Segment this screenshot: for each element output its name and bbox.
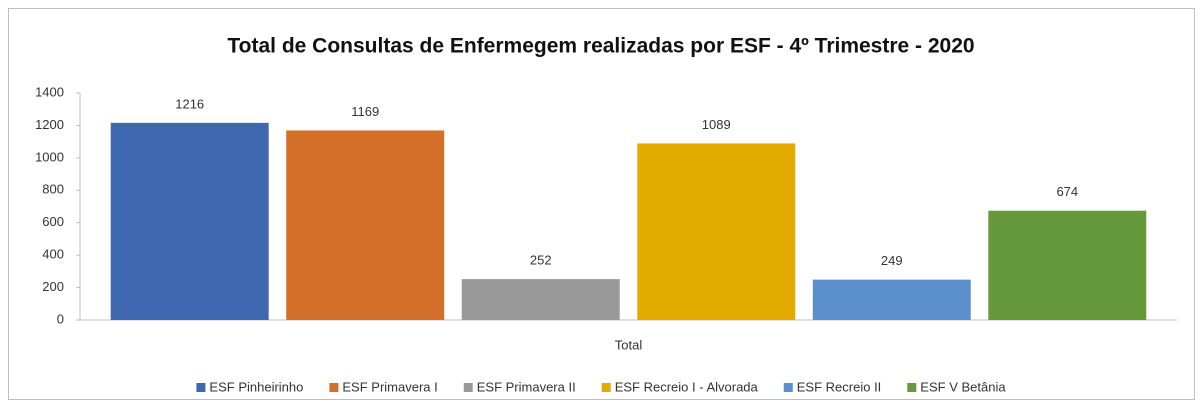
legend-swatch bbox=[907, 383, 917, 392]
y-tick-label: 200 bbox=[42, 279, 64, 294]
legend-label: ESF Pinheirinho bbox=[209, 379, 303, 394]
legend-label: ESF V Betânia bbox=[920, 379, 1006, 394]
bar bbox=[988, 210, 1147, 320]
y-tick-label: 1200 bbox=[35, 117, 64, 132]
data-label: 674 bbox=[1056, 184, 1078, 199]
x-tick-label: Total bbox=[615, 337, 643, 352]
data-label: 252 bbox=[530, 253, 552, 268]
y-tick-label: 800 bbox=[42, 182, 64, 197]
y-tick-label: 1400 bbox=[35, 84, 64, 99]
chart-title: Total de Consultas de Enfermegem realiza… bbox=[227, 35, 974, 58]
legend-swatch bbox=[463, 383, 473, 392]
y-tick-label: 0 bbox=[57, 311, 64, 326]
legend-label: ESF Recreio I - Alvorada bbox=[615, 379, 759, 394]
data-label: 249 bbox=[881, 253, 903, 268]
y-tick-label: 600 bbox=[42, 214, 64, 229]
data-label: 1216 bbox=[175, 96, 204, 111]
legend-label: ESF Recreio II bbox=[797, 379, 882, 394]
legend-swatch bbox=[329, 383, 339, 392]
legend-swatch bbox=[783, 383, 793, 392]
legend-swatch bbox=[196, 383, 206, 392]
bar bbox=[461, 279, 620, 320]
bar bbox=[110, 122, 269, 320]
bar bbox=[812, 279, 971, 320]
bar bbox=[637, 143, 796, 320]
y-tick-label: 1000 bbox=[35, 149, 64, 164]
legend-swatch bbox=[601, 383, 611, 392]
y-tick-label: 400 bbox=[42, 247, 64, 262]
data-label: 1169 bbox=[351, 104, 379, 119]
legend-label: ESF Primavera II bbox=[477, 379, 576, 394]
legend-label: ESF Primavera I bbox=[342, 379, 437, 394]
bar bbox=[286, 130, 445, 320]
data-label: 1089 bbox=[702, 117, 731, 132]
